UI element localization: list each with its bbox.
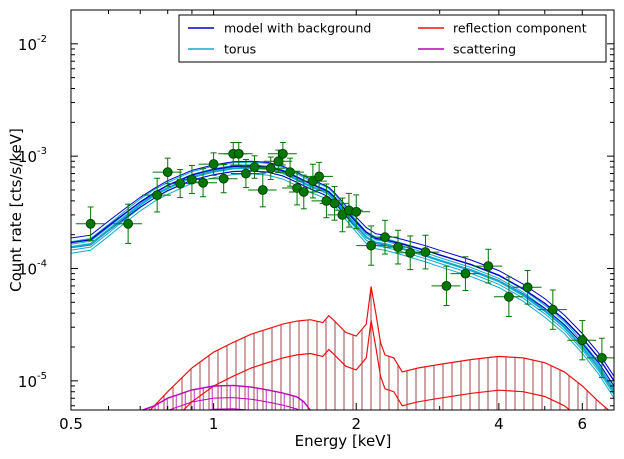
scattering-band-line bbox=[206, 408, 252, 410]
x-tick-label: 1 bbox=[209, 415, 219, 433]
data-marker bbox=[522, 282, 533, 293]
y-tick-exponent: -3 bbox=[37, 146, 47, 157]
data-point bbox=[537, 289, 567, 330]
x-tick-label: 2 bbox=[351, 415, 361, 433]
data-marker bbox=[460, 268, 471, 279]
data-point bbox=[113, 203, 143, 244]
data-marker bbox=[351, 206, 362, 217]
data-marker bbox=[198, 177, 208, 188]
legend-entry: scattering bbox=[418, 42, 516, 57]
data-point bbox=[142, 177, 172, 213]
data-point bbox=[370, 219, 399, 255]
data-marker bbox=[405, 247, 416, 258]
data-point bbox=[255, 156, 285, 181]
data-marker bbox=[277, 148, 288, 159]
data-point bbox=[410, 234, 440, 270]
data-points bbox=[75, 142, 614, 379]
data-point bbox=[75, 206, 105, 242]
data-marker bbox=[152, 190, 163, 201]
data-point bbox=[567, 320, 597, 361]
data-point bbox=[383, 229, 412, 265]
data-marker bbox=[380, 232, 390, 243]
legend-entry: torus bbox=[188, 42, 256, 57]
legend-entry: reflection component bbox=[418, 21, 587, 36]
model-with-background-line bbox=[71, 165, 614, 382]
data-point bbox=[304, 161, 334, 191]
data-marker bbox=[577, 335, 588, 346]
data-marker bbox=[441, 280, 452, 291]
model-curves bbox=[71, 165, 614, 410]
plot-frame bbox=[70, 9, 615, 411]
data-marker bbox=[366, 240, 377, 251]
legend-label: model with background bbox=[224, 21, 371, 36]
data-point bbox=[586, 337, 614, 379]
data-marker bbox=[547, 304, 558, 315]
data-marker bbox=[208, 159, 219, 169]
data-point bbox=[239, 155, 269, 179]
data-marker bbox=[393, 242, 403, 253]
x-tick-label: 6 bbox=[578, 415, 588, 433]
data-point bbox=[493, 276, 523, 317]
legend: model with background reflection componen… bbox=[178, 14, 607, 63]
data-point bbox=[247, 172, 277, 208]
data-marker bbox=[241, 168, 251, 179]
data-marker bbox=[187, 174, 197, 185]
data-marker bbox=[123, 218, 134, 229]
y-tick-exponent: -4 bbox=[37, 258, 47, 269]
data-point bbox=[356, 225, 386, 266]
data-point bbox=[188, 168, 217, 198]
data-point bbox=[230, 159, 260, 189]
data-marker bbox=[233, 148, 244, 159]
data-point bbox=[512, 269, 542, 305]
data-marker bbox=[285, 167, 295, 178]
y-tick-label: 10-5 bbox=[18, 371, 47, 391]
data-marker bbox=[298, 187, 309, 197]
reflection-component-line bbox=[149, 286, 610, 410]
data-point bbox=[450, 256, 480, 291]
data-point bbox=[275, 157, 304, 187]
data-marker bbox=[175, 178, 186, 189]
data-marker bbox=[314, 171, 325, 182]
data-marker bbox=[249, 162, 260, 172]
data-marker bbox=[483, 261, 494, 272]
data-point bbox=[473, 248, 503, 284]
legend-label: torus bbox=[224, 42, 256, 57]
x-tick-label: 0.5 bbox=[59, 415, 83, 433]
y-tick-exponent: -5 bbox=[37, 371, 47, 382]
data-marker bbox=[420, 247, 431, 257]
legend-label: scattering bbox=[453, 42, 516, 57]
data-marker bbox=[257, 185, 268, 195]
data-marker bbox=[321, 195, 332, 206]
y-tick-exponent: -2 bbox=[37, 34, 47, 45]
data-point bbox=[341, 194, 371, 230]
x-axis-label: Energy [keV] bbox=[295, 432, 392, 450]
data-point bbox=[177, 164, 206, 195]
legend-entry: model with background bbox=[188, 21, 371, 36]
data-point bbox=[395, 235, 425, 271]
y-axis-label: Count rate [cts/s/keV] bbox=[7, 128, 25, 292]
data-marker bbox=[162, 167, 173, 178]
reflection-lower-line bbox=[182, 320, 571, 410]
legend-box bbox=[178, 14, 607, 63]
scattering-line bbox=[140, 384, 311, 410]
x-tick-label: 4 bbox=[494, 415, 504, 433]
data-point bbox=[431, 265, 461, 307]
data-marker bbox=[85, 218, 96, 229]
data-marker bbox=[503, 291, 514, 302]
data-marker bbox=[218, 173, 229, 184]
data-marker bbox=[596, 353, 607, 363]
data-point bbox=[198, 152, 228, 176]
data-point bbox=[152, 157, 182, 187]
data-point bbox=[223, 142, 253, 166]
data-point bbox=[208, 164, 238, 194]
legend-label: reflection component bbox=[453, 21, 587, 36]
data-marker bbox=[265, 163, 276, 174]
data-marker bbox=[329, 198, 340, 209]
torus-line bbox=[71, 166, 614, 393]
data-point bbox=[267, 142, 297, 166]
y-tick-label: 10-2 bbox=[18, 34, 47, 54]
